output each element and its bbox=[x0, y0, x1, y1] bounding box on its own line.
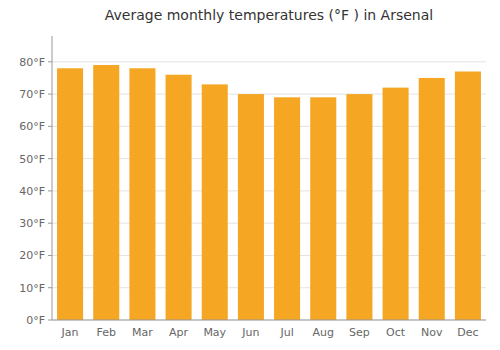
bar bbox=[455, 72, 481, 321]
bars bbox=[57, 65, 481, 320]
y-axis-line bbox=[52, 36, 53, 320]
tick-label: Oct bbox=[386, 326, 406, 339]
title: Average monthly temperatures (°F ) in Ar… bbox=[105, 7, 433, 23]
tick-label: 20°F bbox=[19, 249, 45, 262]
tick-mark bbox=[48, 158, 52, 159]
tick-label: Jul bbox=[279, 326, 293, 339]
chart: Average monthly temperatures (°F ) in Ar… bbox=[0, 0, 500, 350]
tick-label: Apr bbox=[169, 326, 189, 339]
bar bbox=[274, 97, 300, 320]
tick-mark bbox=[48, 190, 52, 191]
tick-label: 60°F bbox=[19, 120, 45, 133]
tick-label: Dec bbox=[457, 326, 478, 339]
x-axis-line bbox=[52, 320, 486, 321]
tick-label: 70°F bbox=[19, 88, 45, 101]
tick-label: Feb bbox=[97, 326, 116, 339]
tick-mark bbox=[48, 255, 52, 256]
tick-label: Jan bbox=[61, 326, 79, 339]
grid bbox=[52, 62, 486, 320]
bar bbox=[129, 68, 155, 320]
tick-mark bbox=[48, 320, 52, 321]
tick-label: 30°F bbox=[19, 217, 45, 230]
bar bbox=[166, 75, 192, 320]
chart-container: Average monthly temperatures (°F ) in Ar… bbox=[0, 0, 500, 350]
tick-label: 40°F bbox=[19, 185, 45, 198]
grid-line bbox=[52, 61, 486, 62]
tick-label: 80°F bbox=[19, 56, 45, 69]
tick-label: Jun bbox=[241, 326, 259, 339]
tick-mark bbox=[48, 61, 52, 62]
x-axis: Jan Feb Mar Apr May Jun Jul Aug Sep Oct Nov Dec bbox=[61, 326, 479, 339]
tick-mark bbox=[48, 94, 52, 95]
bar bbox=[238, 94, 264, 320]
tick-mark bbox=[48, 287, 52, 288]
bar bbox=[57, 68, 83, 320]
bar bbox=[383, 88, 409, 320]
tick-label: Sep bbox=[349, 326, 370, 339]
grid-line bbox=[52, 320, 486, 321]
bar bbox=[419, 78, 445, 320]
bar bbox=[310, 97, 336, 320]
bar bbox=[93, 65, 119, 320]
bar bbox=[202, 84, 228, 320]
tick-mark bbox=[48, 223, 52, 224]
tick-label: May bbox=[203, 326, 226, 339]
tick-label: Aug bbox=[313, 326, 334, 339]
tick-label: Nov bbox=[421, 326, 443, 339]
bar bbox=[346, 94, 372, 320]
y-axis: 0°F 10°F 20°F 30°F 40°F 50°F 60°F 70°F 80°F bbox=[19, 56, 52, 327]
tick-label: Mar bbox=[132, 326, 153, 339]
tick-label: 50°F bbox=[19, 153, 45, 166]
tick-label: 10°F bbox=[19, 282, 45, 295]
tick-label: 0°F bbox=[26, 314, 45, 327]
tick-mark bbox=[48, 126, 52, 127]
